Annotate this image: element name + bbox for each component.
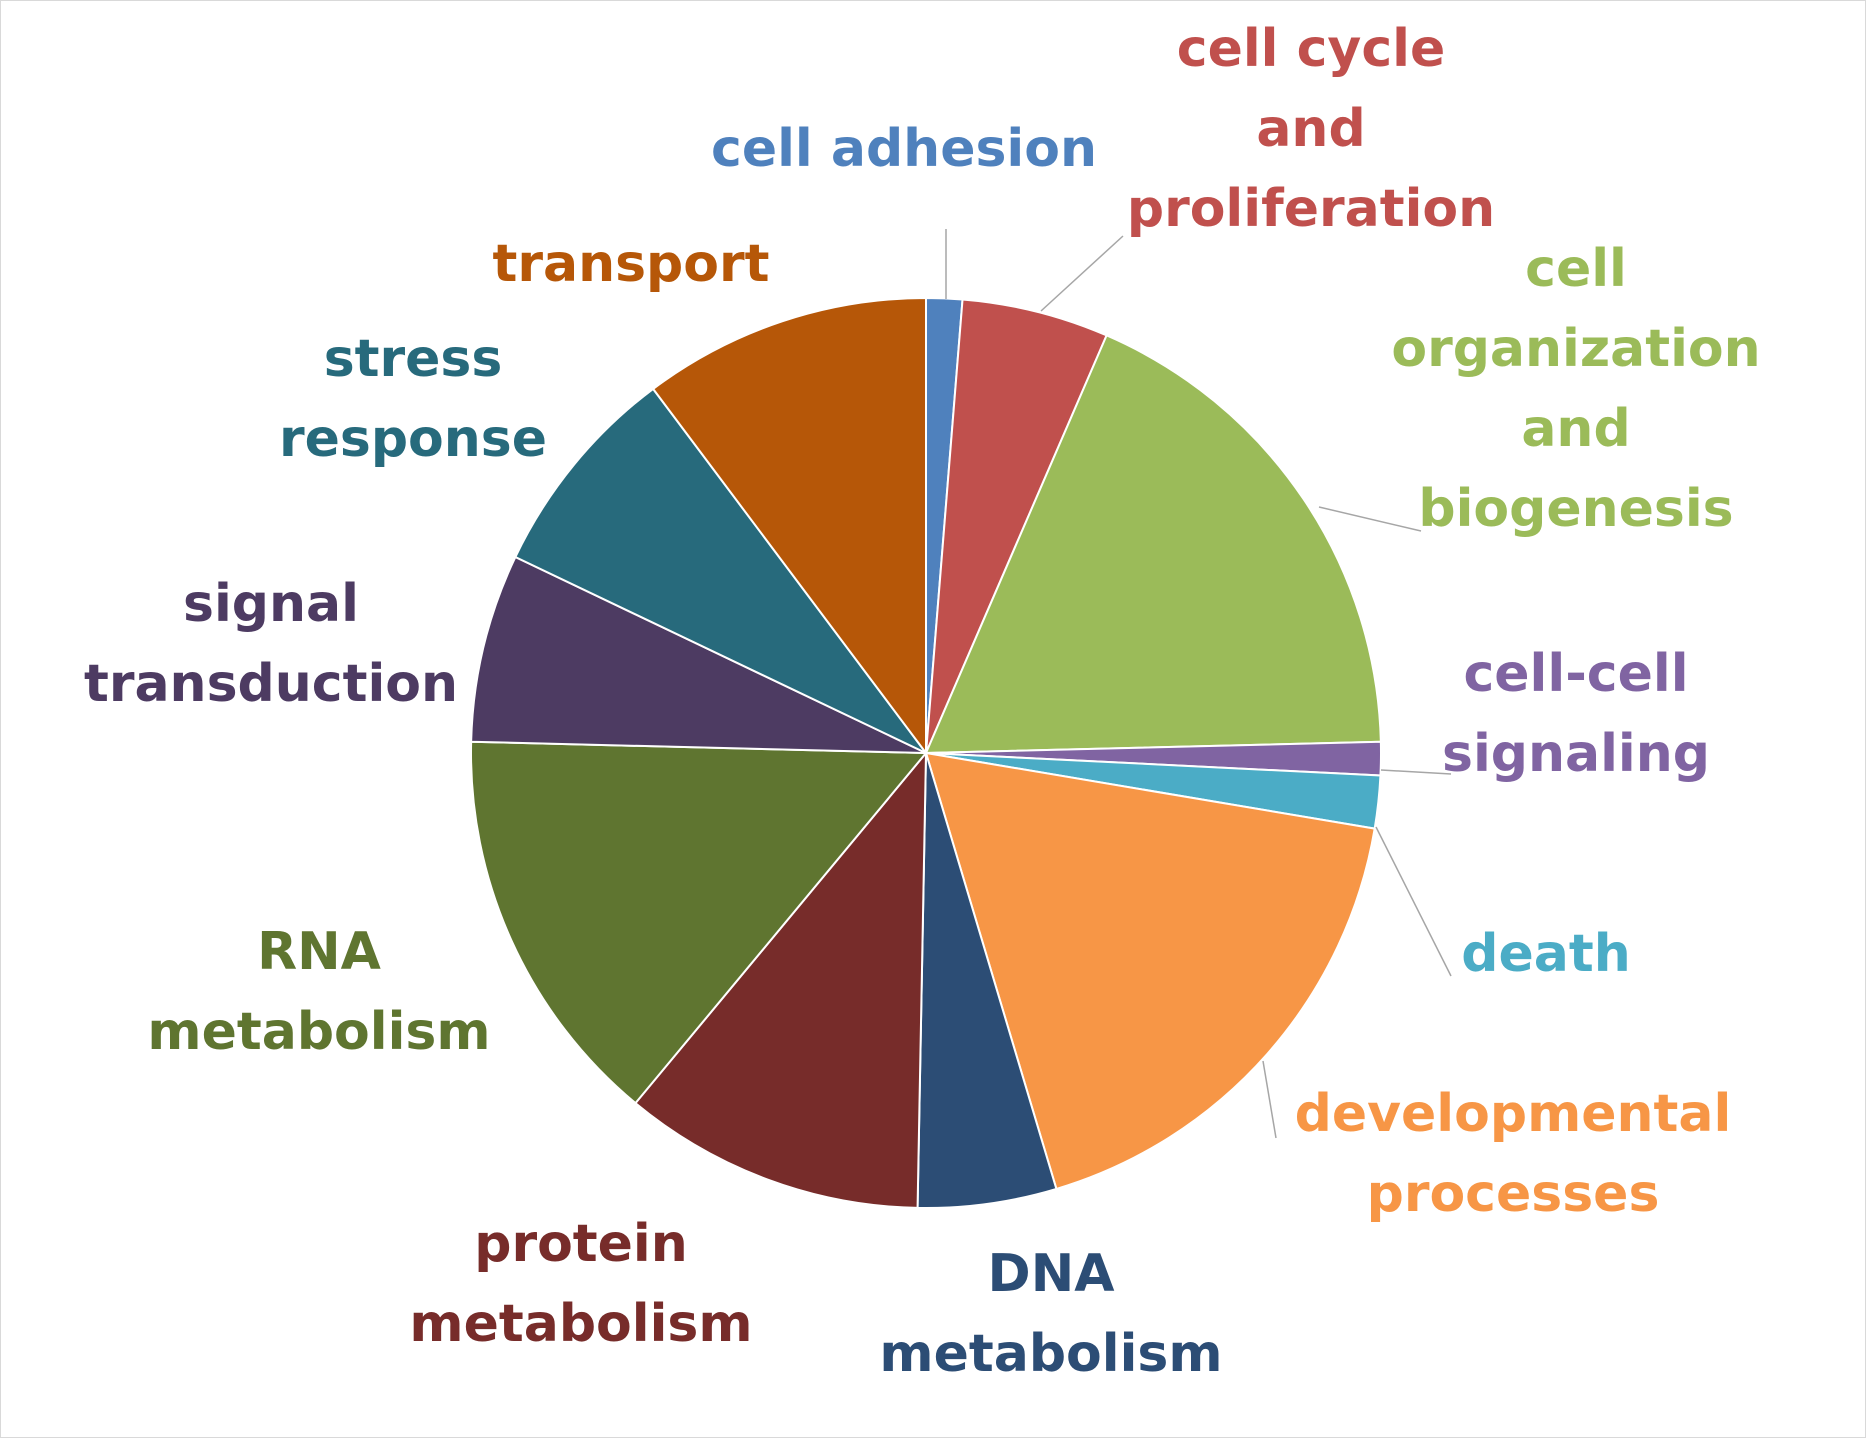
pie-slice-protein-metabolism	[634, 750, 928, 1209]
pie-slice-stress-response	[514, 387, 927, 754]
slice-label-line: transport	[492, 234, 769, 294]
slice-label-line: metabolism	[879, 1324, 1222, 1384]
slice-label-line: processes	[1367, 1164, 1660, 1224]
slice-label-line: protein	[474, 1214, 688, 1274]
slice-label: RNA metabolism	[147, 922, 490, 1062]
slice-label-line: DNA	[988, 1244, 1115, 1304]
slice-label-line: metabolism	[147, 1002, 490, 1062]
leader-line	[1262, 1060, 1277, 1139]
slice-label-line: RNA	[257, 922, 381, 982]
slice-label: protein metabolism	[409, 1214, 752, 1354]
slice-label-line: signal	[183, 574, 359, 634]
slice-label-line: metabolism	[409, 1294, 752, 1354]
slice-label-line: and	[1521, 399, 1630, 459]
slice-label-line: biogenesis	[1418, 479, 1733, 539]
pie-slice-transport	[651, 296, 927, 757]
slice-label-line: proliferation	[1127, 179, 1495, 239]
slice-label-line: transduction	[84, 654, 458, 714]
slice-label: cell-cell signaling	[1442, 644, 1710, 784]
slice-label-line: response	[279, 409, 547, 469]
slice-label: death	[1461, 924, 1630, 984]
pie-slices	[470, 296, 1382, 1209]
slice-label-line: stress	[324, 329, 503, 389]
slice-label-line: death	[1461, 924, 1630, 984]
pie-slice-rna-metabolism	[470, 740, 929, 1105]
slice-label-line: cell adhesion	[711, 119, 1097, 179]
slice-label: developmental processes	[1295, 1084, 1732, 1224]
pie-slice-cell-organization-and-biogenesis	[924, 334, 1382, 755]
pie-slice-signal-transduction	[470, 555, 927, 754]
slice-label-line: cell cycle	[1177, 19, 1445, 79]
leader-line	[1318, 506, 1422, 532]
slice-label-line: signaling	[1442, 724, 1710, 784]
leader-line	[1040, 235, 1124, 312]
slice-label: cell organization and biogenesis	[1391, 239, 1760, 539]
slice-label: cell adhesion	[711, 119, 1097, 179]
slice-label: DNA metabolism	[879, 1244, 1222, 1384]
leader-line	[1375, 826, 1452, 977]
slice-label-line: organization	[1391, 319, 1760, 379]
slice-label-line: cell	[1525, 239, 1627, 299]
pie-slice-developmental-processes	[924, 751, 1376, 1191]
slice-label: transport	[492, 234, 769, 294]
slice-label-line: cell-cell	[1463, 644, 1688, 704]
slice-label-line: developmental	[1295, 1084, 1732, 1144]
slice-label: cell cycle and proliferation	[1127, 19, 1495, 239]
pie-slice-cell-cycle-and-proliferation	[925, 298, 1108, 754]
slice-label: stress response	[279, 329, 547, 469]
leader-line	[1380, 769, 1452, 775]
slice-label: signal transduction	[84, 574, 458, 714]
leader-lines	[945, 229, 1452, 1139]
slice-label-line: and	[1256, 99, 1365, 159]
